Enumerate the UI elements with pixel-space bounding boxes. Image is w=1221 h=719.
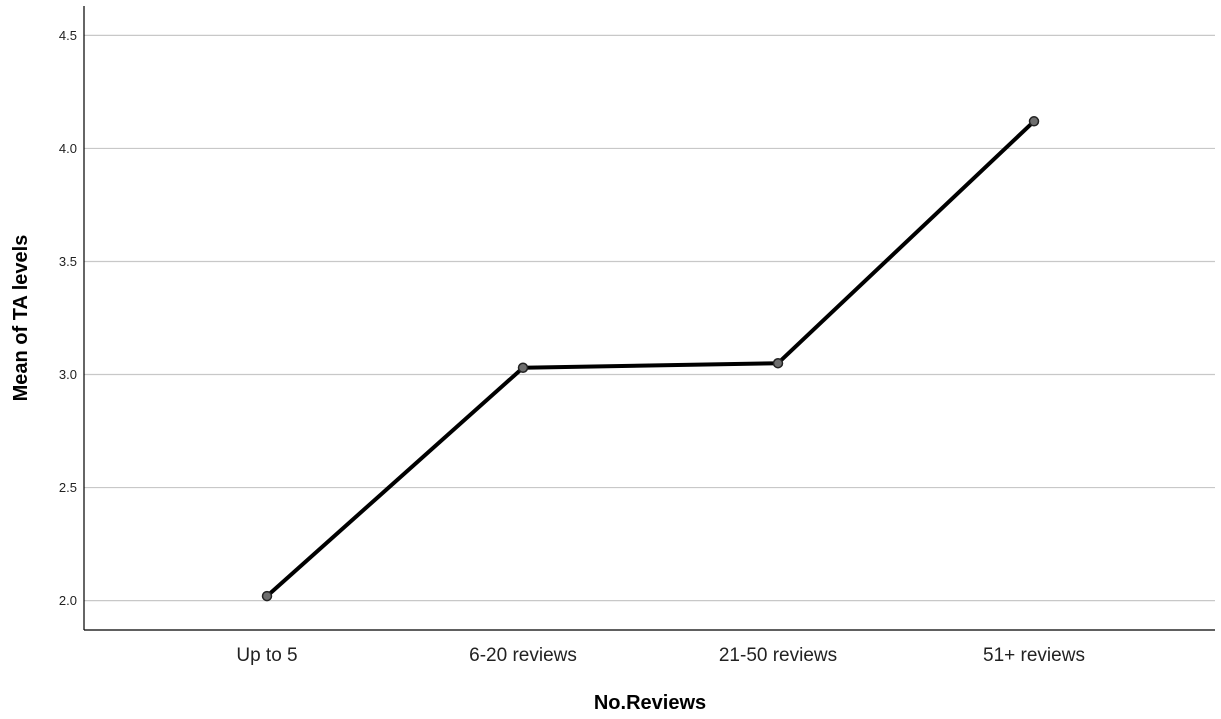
data-point — [517, 362, 529, 373]
x-tick-label: 51+ reviews — [983, 645, 1085, 666]
y-tick-label: 4.0 — [59, 141, 77, 156]
gridlines — [84, 34, 1215, 602]
data-point — [1028, 116, 1040, 127]
series-points — [261, 116, 1040, 602]
y-tick-label: 3.5 — [59, 254, 77, 269]
y-tick-label: 2.0 — [59, 593, 77, 608]
y-tick-label: 2.5 — [59, 480, 77, 495]
data-point — [261, 590, 273, 602]
x-tick-labels: Up to 5 6-20 reviews 21-50 reviews 51+ revi… — [236, 645, 1085, 666]
y-axis-title: Mean of TA levels — [10, 235, 32, 402]
axes — [83, 6, 1215, 631]
x-tick-label: 21-50 reviews — [719, 645, 837, 666]
series-line-group — [265, 119, 1036, 599]
x-axis-title: No.Reviews — [594, 692, 706, 714]
x-tick-label: 6-20 reviews — [469, 645, 577, 666]
y-tick-labels: 2.0 2.5 3.0 3.5 4.0 4.5 — [59, 28, 77, 608]
data-point — [772, 357, 784, 369]
y-tick-label: 3.0 — [59, 367, 77, 382]
series-line — [265, 119, 1036, 599]
x-tick-label: Up to 5 — [236, 645, 297, 666]
y-tick-label: 4.5 — [59, 28, 77, 43]
